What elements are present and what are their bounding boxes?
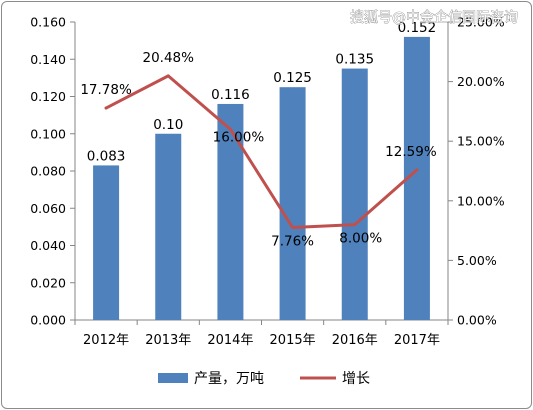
bar-series bbox=[93, 36, 430, 321]
line-point bbox=[353, 223, 357, 227]
data-labels: 0.083 0.10 0.116 0.125 0.135 0.152 17.78% 20.48… bbox=[80, 20, 436, 250]
left-axis-tick-label: 0.160 bbox=[30, 15, 66, 30]
left-axis-tick-label: 0.120 bbox=[30, 89, 66, 104]
x-axis-tick-label: 2015年 bbox=[270, 333, 316, 348]
left-axis-tick-label: 0.060 bbox=[30, 201, 66, 216]
bar-value-label: 0.152 bbox=[398, 20, 437, 36]
line-point bbox=[104, 106, 108, 110]
bar-value-label: 0.083 bbox=[87, 148, 126, 164]
right-axis-tick-label: 5.00% bbox=[457, 253, 497, 268]
bar bbox=[93, 165, 120, 320]
bar-value-label: 0.10 bbox=[153, 117, 183, 133]
axes: 0.000 0.020 0.040 0.060 0.080 0.100 0.120 0.140… bbox=[30, 15, 505, 349]
line-point bbox=[166, 74, 170, 78]
bar bbox=[217, 103, 244, 320]
line-value-label: 20.48% bbox=[143, 50, 195, 66]
watermark: 搜狐号@中金企信国际咨询 bbox=[350, 9, 518, 26]
line-point bbox=[291, 226, 295, 230]
x-axis-tick-label: 2017年 bbox=[394, 333, 440, 348]
line-point bbox=[415, 168, 419, 172]
line-value-label: 16.00% bbox=[213, 129, 265, 145]
legend: 产量，万吨 增长 bbox=[158, 371, 370, 387]
x-axis-tick-label: 2014年 bbox=[207, 333, 253, 348]
line-value-label: 7.76% bbox=[271, 234, 314, 250]
bar-value-label: 0.125 bbox=[273, 70, 312, 86]
right-axis-tick-label: 0.00% bbox=[457, 313, 497, 328]
bar-value-label: 0.116 bbox=[211, 87, 250, 103]
line-value-label: 17.78% bbox=[80, 82, 132, 98]
x-axis-tick-label: 2012年 bbox=[83, 333, 129, 348]
right-axis-tick-label: 25.00% bbox=[457, 15, 505, 30]
left-axis-tick-label: 0.000 bbox=[30, 313, 66, 328]
legend-bar-label: 产量，万吨 bbox=[194, 371, 264, 387]
bar bbox=[279, 87, 306, 320]
right-axis-tick-label: 20.00% bbox=[457, 74, 505, 89]
growth-line bbox=[104, 74, 419, 230]
line-value-label: 12.59% bbox=[385, 144, 437, 160]
left-axis-tick-label: 0.040 bbox=[30, 238, 66, 253]
legend-bar-swatch bbox=[158, 373, 188, 383]
line-value-label: 8.00% bbox=[339, 231, 382, 247]
bar-value-label: 0.135 bbox=[335, 52, 374, 68]
line-point bbox=[228, 127, 232, 131]
line-series bbox=[104, 74, 419, 230]
x-axis-tick-label: 2016年 bbox=[332, 333, 378, 348]
right-axis-tick-label: 15.00% bbox=[457, 134, 505, 149]
bar bbox=[341, 68, 368, 320]
left-axis-tick-label: 0.140 bbox=[30, 52, 66, 67]
x-axis-tick-label: 2013年 bbox=[145, 333, 191, 348]
right-axis-tick-label: 10.00% bbox=[457, 193, 505, 208]
legend-line-label: 增长 bbox=[342, 371, 370, 387]
left-axis-tick-label: 0.100 bbox=[30, 126, 66, 141]
bar bbox=[155, 133, 182, 320]
left-axis-tick-label: 0.020 bbox=[30, 275, 66, 290]
left-axis-tick-label: 0.080 bbox=[30, 164, 66, 179]
